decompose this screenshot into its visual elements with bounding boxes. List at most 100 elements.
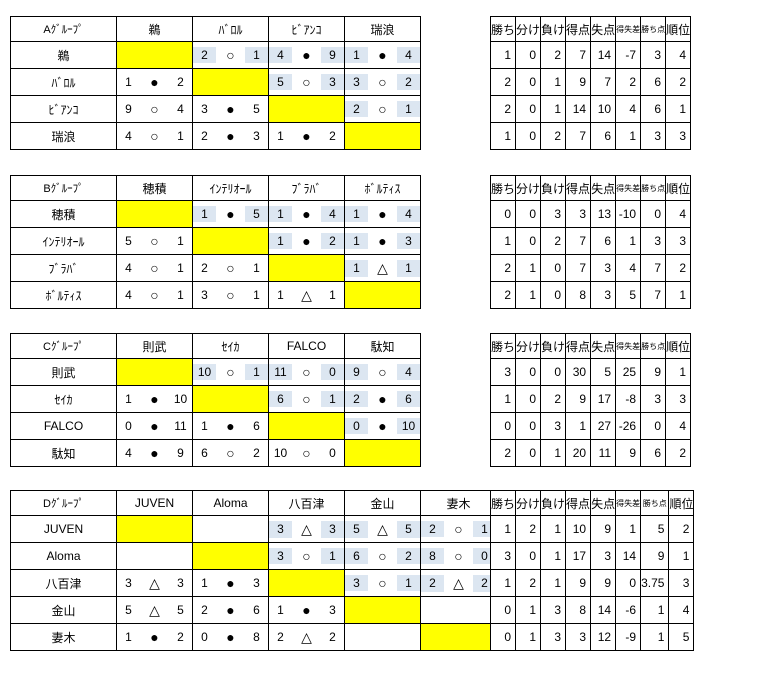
group-c-section: Cｸﾞﾙｰﾌﾟ 則武 ｾｲｶ FALCO 駄知 則武 10 ○ 1 11 ○ 0 9 ○ 4 ｾｲｶ 1 ● 10 6… [10, 333, 692, 467]
team-column-header: 妻木 [420, 490, 497, 516]
home-score: 10 [273, 446, 288, 460]
result-symbol: ○ [302, 445, 311, 461]
result-cell: 9 ○ 4 [116, 95, 193, 123]
result-cell: 1 △ 1 [344, 254, 421, 282]
away-score: 9 [321, 47, 344, 63]
standings-value: 4 [615, 95, 642, 123]
standings-value: 3 [565, 200, 592, 228]
standings-value: 3 [665, 122, 692, 150]
result-cell: 2 ○ 1 [420, 515, 497, 543]
result-symbol: △ [301, 628, 312, 645]
result-cell: 8 ○ 0 [420, 542, 497, 570]
result-symbol: △ [377, 259, 388, 276]
team-column-header: ﾌﾞﾗﾊﾞ [268, 175, 345, 201]
empty-result-cell [116, 542, 193, 570]
away-score: 2 [397, 548, 420, 564]
group-c-matrix-table: Cｸﾞﾙｰﾌﾟ 則武 ｾｲｶ FALCO 駄知 則武 10 ○ 1 11 ○ 0 9 ○ 4 ｾｲｶ 1 ● 10 6… [10, 333, 421, 467]
standings-header: 勝ち点 [640, 333, 667, 359]
group-d-matrix-table: Dｸﾞﾙｰﾌﾟ JUVEN Aloma 八百津 金山 妻木 JUVEN 3 △ 3 5 △ 5 2 ○ 1 Al… [10, 490, 497, 651]
away-score: 3 [321, 74, 344, 90]
home-score: 11 [269, 364, 292, 380]
home-score: 1 [125, 75, 132, 89]
result-cell: 1 ● 3 [268, 596, 345, 624]
standings-value: 1 [515, 596, 542, 624]
standings-value: 1 [540, 542, 567, 570]
result-symbol: ○ [302, 548, 311, 564]
standings-value: 0 [515, 41, 542, 69]
standings-value: 0 [640, 200, 667, 228]
standings-value: 4 [668, 596, 695, 624]
home-score: 6 [201, 446, 208, 460]
home-score: 4 [125, 261, 132, 275]
team-column-header: 八百津 [268, 490, 345, 516]
team-column-header: 穂積 [116, 175, 193, 201]
standings-value: 7 [565, 254, 592, 282]
standings-value: 3 [540, 200, 567, 228]
home-score: 1 [345, 233, 368, 249]
result-symbol: ○ [378, 548, 387, 564]
standings-value: 0 [540, 254, 567, 282]
diagonal-cell [420, 623, 497, 651]
away-score: 6 [253, 603, 260, 617]
standings-value: 17 [565, 542, 592, 570]
standings-header: 順位 [665, 333, 692, 359]
standings-value: 2 [515, 569, 542, 597]
standings-header: 分け [515, 175, 542, 201]
empty-result-cell [420, 596, 497, 624]
home-score: 3 [201, 288, 208, 302]
standings-value: 1 [540, 439, 567, 467]
standings-header: 分け [515, 16, 542, 42]
result-symbol: ○ [454, 521, 463, 537]
result-cell: 1 ● 3 [344, 227, 421, 255]
team-column-header: ﾋﾞｱﾝｺ [268, 16, 345, 42]
standings-value: 1 [489, 385, 517, 413]
result-cell: 1 ● 2 [116, 623, 193, 651]
standings-value: -26 [615, 412, 642, 440]
standings-value: 1 [540, 515, 567, 543]
diagonal-cell [344, 439, 421, 467]
result-cell: 3 ● 5 [192, 95, 269, 123]
home-score: 9 [345, 364, 368, 380]
standings-value: 9 [615, 439, 642, 467]
result-symbol: ● [378, 418, 387, 434]
standings-value: 6 [590, 227, 617, 255]
standings-value: 14 [565, 95, 592, 123]
away-score: 1 [329, 288, 336, 302]
result-cell: 4 ○ 1 [116, 281, 193, 309]
standings-value: 1 [515, 281, 542, 309]
standings-value: 10 [565, 515, 592, 543]
group-b-section: Bｸﾞﾙｰﾌﾟ 穂積 ｲﾝﾃﾘｵｰﾙ ﾌﾞﾗﾊﾞ ﾎﾞﾙﾃｨｽ 穂積 1 ● 5 1 ● 4 1 ● 4 ｲﾝ… [10, 175, 692, 309]
standings-value: 2 [540, 41, 567, 69]
team-row-label: 鵜 [10, 41, 117, 69]
empty-result-cell [192, 515, 269, 543]
standings-value: 4 [665, 41, 692, 69]
result-cell: 5 △ 5 [116, 596, 193, 624]
result-symbol: ● [226, 101, 235, 117]
standings-header: 負け [540, 490, 567, 516]
standings-value: 2 [489, 254, 517, 282]
result-cell: 2 ○ 1 [344, 95, 421, 123]
result-symbol: ○ [302, 364, 311, 380]
away-score: 11 [174, 419, 187, 433]
result-symbol: ● [150, 391, 159, 407]
standings-value: 3 [668, 569, 695, 597]
team-row-label: ﾎﾞﾙﾃｨｽ [10, 281, 117, 309]
away-score: 3 [253, 129, 260, 143]
standings-value: 3 [590, 281, 617, 309]
standings-value: 6 [640, 68, 667, 96]
standings-value: 4 [615, 254, 642, 282]
result-cell: 0 ● 8 [192, 623, 269, 651]
result-cell: 1 ● 3 [192, 569, 269, 597]
standings-value: 7 [565, 227, 592, 255]
team-row-label: 則武 [10, 358, 117, 386]
result-cell: 2 ● 3 [192, 122, 269, 150]
home-score: 6 [269, 391, 292, 407]
home-score: 3 [345, 74, 368, 90]
home-score: 8 [421, 548, 444, 564]
standings-value: 9 [565, 68, 592, 96]
home-score: 1 [201, 576, 208, 590]
standings-header: 失点 [590, 175, 617, 201]
away-score: 5 [245, 206, 268, 222]
away-score: 4 [397, 47, 420, 63]
standings-value: 3 [565, 623, 592, 651]
